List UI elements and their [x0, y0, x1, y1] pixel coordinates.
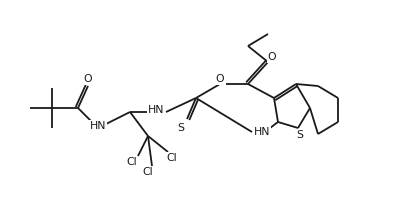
- Text: S: S: [177, 123, 185, 133]
- Text: HN: HN: [254, 127, 270, 137]
- Text: HN: HN: [90, 121, 106, 131]
- Text: O: O: [268, 52, 276, 62]
- Text: O: O: [216, 74, 224, 84]
- Text: Cl: Cl: [127, 157, 137, 167]
- Text: O: O: [84, 74, 93, 84]
- Text: HN: HN: [148, 105, 164, 115]
- Text: Cl: Cl: [143, 167, 153, 177]
- Text: Cl: Cl: [167, 153, 177, 163]
- Text: S: S: [297, 130, 303, 140]
